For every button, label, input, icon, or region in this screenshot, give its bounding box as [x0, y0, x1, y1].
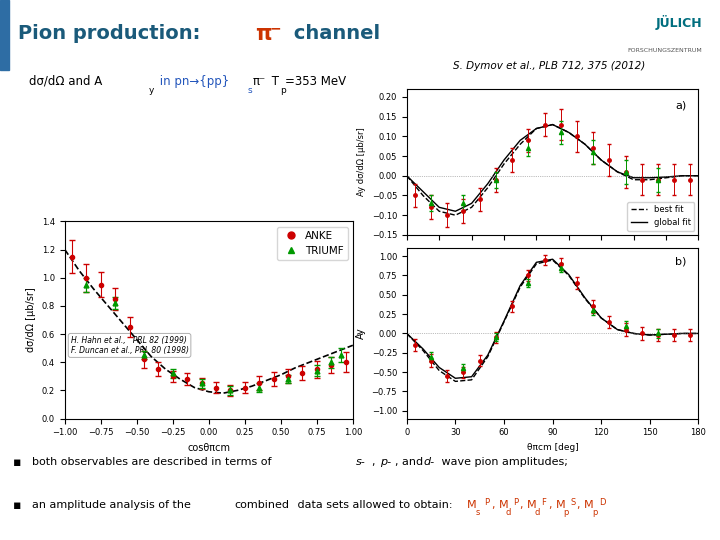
Text: in pn→{pp}: in pn→{pp} — [156, 75, 229, 87]
Text: p: p — [592, 508, 597, 517]
Text: =353 MeV: =353 MeV — [285, 75, 346, 87]
Text: −: − — [270, 21, 282, 35]
Text: s-: s- — [356, 457, 366, 467]
Text: S. Dymov et al., PLB 712, 375 (2012): S. Dymov et al., PLB 712, 375 (2012) — [453, 61, 645, 71]
Text: data sets allowed to obtain:: data sets allowed to obtain: — [294, 500, 456, 510]
X-axis label: cosθπcm: cosθπcm — [187, 443, 230, 453]
Text: s: s — [475, 508, 480, 517]
Text: JÜLICH: JÜLICH — [655, 15, 702, 30]
Text: y: y — [148, 86, 154, 95]
Legend: best fit, global fit: best fit, global fit — [627, 202, 694, 231]
Text: FORSCHUNGSZENTRUM: FORSCHUNGSZENTRUM — [627, 48, 702, 53]
Text: , and: , and — [395, 457, 426, 467]
Text: , M: , M — [492, 500, 508, 510]
Y-axis label: Ay: Ay — [356, 328, 366, 339]
Text: π⁻: π⁻ — [252, 75, 266, 87]
Text: ▪: ▪ — [13, 456, 22, 469]
Text: p: p — [280, 86, 286, 95]
Text: , M: , M — [577, 500, 594, 510]
Text: Pion production:: Pion production: — [18, 24, 207, 43]
Text: π: π — [256, 24, 272, 44]
Legend: ANKE, TRIUMF: ANKE, TRIUMF — [276, 227, 348, 260]
Text: D: D — [599, 497, 606, 507]
Text: channel: channel — [287, 24, 379, 43]
Text: ,: , — [372, 457, 379, 467]
Text: T: T — [268, 75, 279, 87]
Text: p-: p- — [380, 457, 391, 467]
Text: a): a) — [675, 101, 686, 111]
Y-axis label: Ay dσ/dΩ [μb/sr]: Ay dσ/dΩ [μb/sr] — [357, 127, 366, 197]
Text: b): b) — [675, 257, 686, 267]
Text: d: d — [505, 508, 510, 517]
Text: M: M — [467, 500, 476, 510]
Y-axis label: dσ/dΩ [μb/sr]: dσ/dΩ [μb/sr] — [26, 288, 36, 352]
Text: S: S — [570, 497, 575, 507]
Text: , M: , M — [549, 500, 565, 510]
Text: P: P — [484, 497, 489, 507]
Text: F: F — [541, 497, 546, 507]
Text: dσ/dΩ and A: dσ/dΩ and A — [29, 75, 102, 87]
Text: an amplitude analysis of the: an amplitude analysis of the — [32, 500, 195, 510]
Text: H. Hahn et al.,   PRL 82 (1999)
F. Duncan et al., PRL 80 (1998): H. Hahn et al., PRL 82 (1999) F. Duncan … — [71, 336, 189, 355]
Text: both observables are described in terms of: both observables are described in terms … — [32, 457, 275, 467]
Text: ▪: ▪ — [13, 498, 22, 511]
Text: , M: , M — [520, 500, 536, 510]
Text: d-: d- — [423, 457, 434, 467]
Text: wave pion amplitudes;: wave pion amplitudes; — [438, 457, 567, 467]
Text: P: P — [513, 497, 518, 507]
Text: p: p — [563, 508, 568, 517]
X-axis label: θπcm [deg]: θπcm [deg] — [527, 443, 578, 452]
Bar — [0, 0, 9, 70]
Text: d: d — [534, 508, 539, 517]
Text: s: s — [248, 86, 252, 95]
Text: combined: combined — [234, 500, 289, 510]
